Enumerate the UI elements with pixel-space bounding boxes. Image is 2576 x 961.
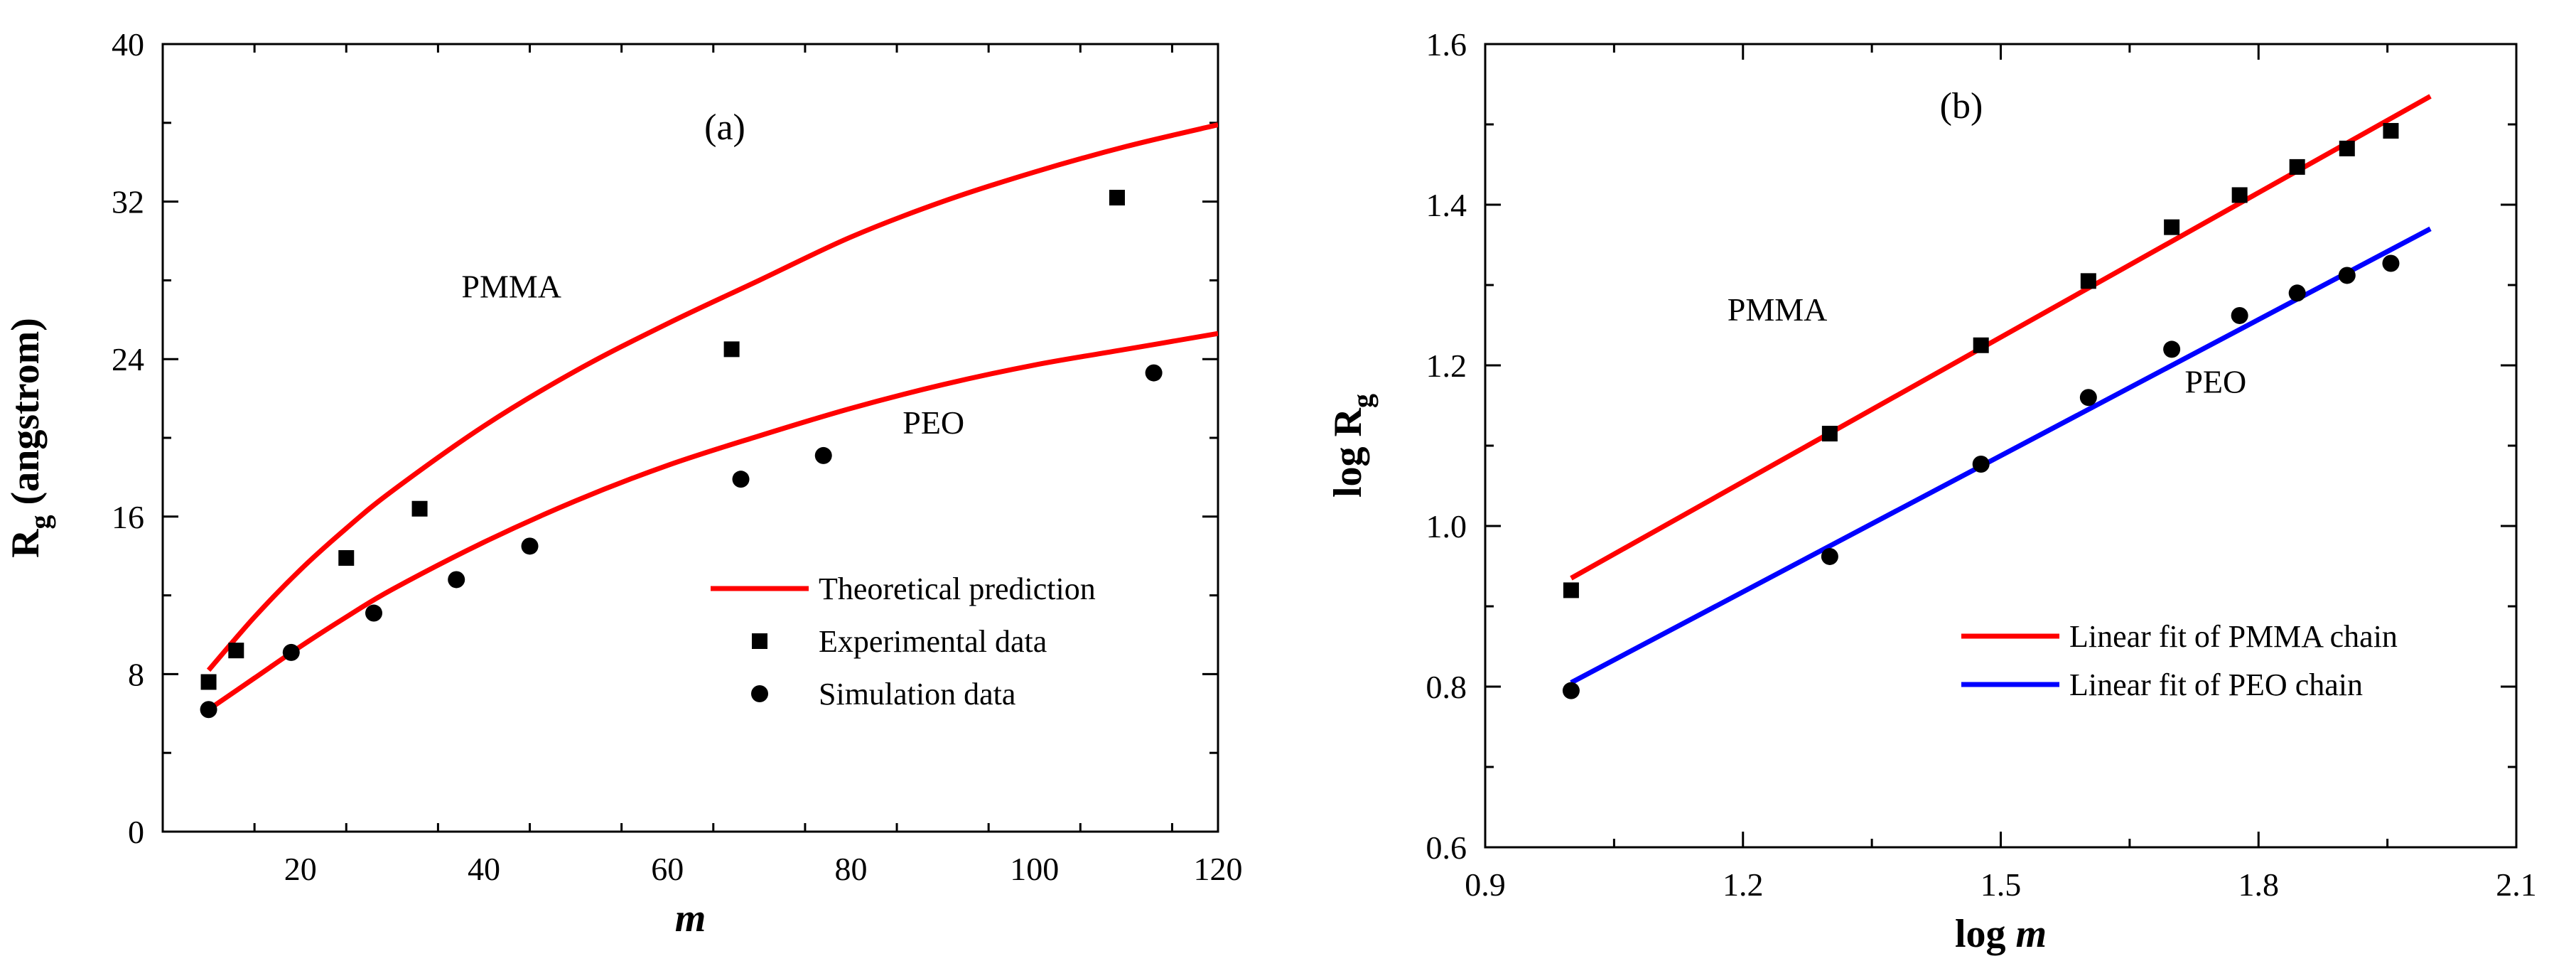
circle-marker [2382,254,2400,272]
panel-label: (a) [704,107,745,148]
circle-marker [448,571,465,589]
y-tick-label: 0 [128,814,144,850]
x-tick-label: 0.9 [1465,866,1506,903]
x-tick-label: 80 [834,851,867,887]
square-marker [2231,187,2248,203]
plot-frame [1484,43,2518,849]
square-marker [1973,337,1989,353]
legend-label: Linear fit of PMMA chain [2069,619,2398,654]
square-marker [200,674,217,690]
circle-marker [732,471,750,488]
x-tick-label: 120 [1194,851,1243,887]
square-marker [2164,219,2180,235]
y-tick-label: 16 [112,499,144,535]
y-axis-label: Rg (angstrom) [4,318,56,558]
y-tick-label: 40 [112,26,144,63]
square-marker [2383,123,2399,139]
x-axis-label-prefix: log [1955,912,2016,956]
x-axis-label: m [675,896,706,940]
square-marker [2339,140,2355,156]
y-tick-label: 32 [112,184,144,220]
y-axis-label-main: R [4,529,48,558]
circle-marker [521,537,539,555]
x-tick-label: 20 [284,851,317,887]
circle-marker [2079,389,2097,407]
annotation-label: PEO [2184,364,2246,400]
legend-label: Experimental data [819,624,1047,659]
square-marker [228,643,244,659]
circle-marker [365,604,382,622]
legend-label: Linear fit of PEO chain [2069,667,2363,702]
y-tick-label: 8 [128,656,144,692]
square-marker [2080,273,2096,289]
x-axis-label: log m [1955,912,2047,956]
circle-marker [1562,682,1580,699]
circle-marker [1821,547,1838,565]
circle-marker [2163,340,2181,358]
y-axis-label-sub: g [1347,394,1379,408]
square-marker [411,500,428,517]
annotation-label: PEO [902,404,964,441]
square-marker [1109,190,1125,206]
x-tick-label: 100 [1010,851,1059,887]
y-tick-label: 1.4 [1426,187,1467,223]
legend-label: Theoretical prediction [819,571,1096,606]
series-line-1 [207,331,1218,712]
circle-marker [1972,455,1990,473]
square-marker [2289,159,2305,175]
circle-marker [282,643,300,661]
y-tick-label: 24 [112,341,144,377]
legend-circle-sample [751,685,768,702]
y-tick-label: 1.2 [1426,348,1467,384]
y-axis-label-sub: g [24,515,56,529]
panel-label: (b) [1940,86,1983,127]
square-marker [338,549,355,566]
square-marker [1821,426,1838,442]
circle-marker [2231,306,2248,324]
panel-b-chart: 0.9 1.2 1.5 1.8 2.1 0.6 0.8 1.0 1.2 1.4 1.6 (b) PMMA… [1326,26,2537,956]
circle-marker [814,446,832,464]
y-axis-label-suffix: (angstrom) [4,318,48,515]
square-marker [723,341,740,358]
panel-a-chart: 20 40 60 80 100 120 0 8 16 24 32 40 (a) PMMA PEO Theore… [4,26,1243,940]
series-line-0 [206,122,1218,672]
y-axis-label-main: log R [1326,407,1370,498]
x-axis-label-var: m [2016,912,2047,956]
x-tick-label: 2.1 [2496,866,2537,903]
y-tick-label: 0.8 [1426,669,1467,705]
x-tick-label: 40 [468,851,500,887]
series-line-1 [1570,226,2432,685]
series-line-0 [1570,94,2432,581]
circle-marker [200,701,217,719]
y-tick-label: 0.6 [1426,830,1467,866]
x-tick-label: 1.5 [1980,866,2022,903]
annotation-label: PMMA [461,269,561,305]
legend-label: Simulation data [819,677,1015,712]
square-marker [1563,582,1579,598]
annotation-label: PMMA [1728,291,1828,328]
legend-square-sample [752,633,767,649]
x-tick-label: 1.8 [2238,866,2280,903]
circle-marker [2288,284,2306,302]
x-tick-label: 1.2 [1723,866,1764,903]
y-axis-label: log Rg [1326,394,1379,498]
y-tick-label: 1.0 [1426,508,1467,544]
x-tick-label: 60 [651,851,684,887]
y-tick-label: 1.6 [1426,26,1467,63]
circle-marker [2338,267,2356,284]
circle-marker [1145,364,1163,382]
